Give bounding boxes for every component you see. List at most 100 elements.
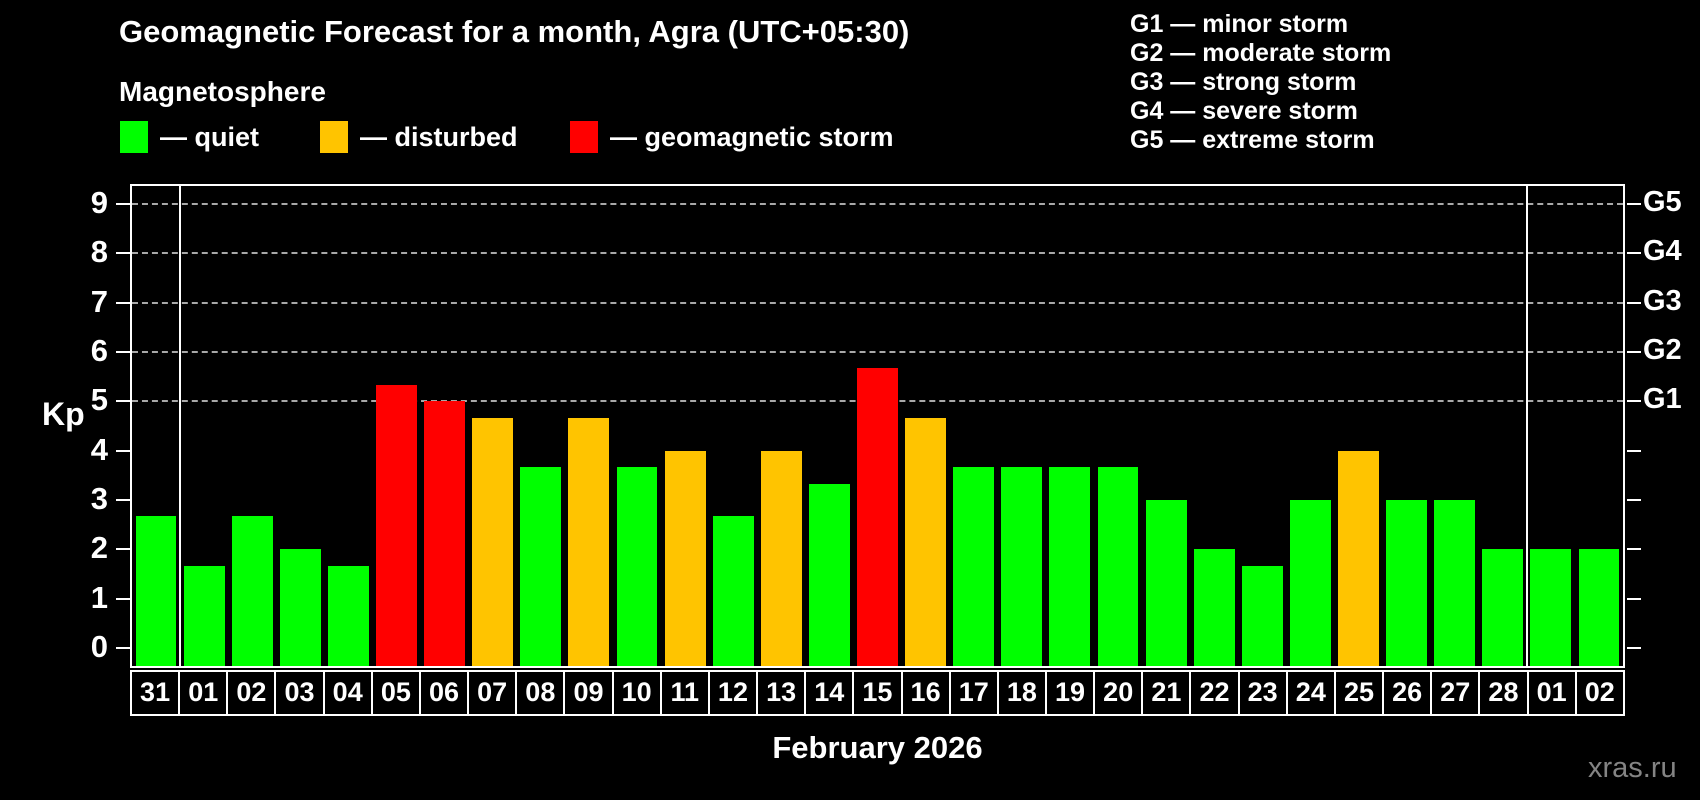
- kp-bar-day-04: [327, 565, 369, 666]
- chart-title: Geomagnetic Forecast for a month, Agra (…: [119, 14, 910, 49]
- date-cell-14: 14: [806, 672, 855, 714]
- kp-bar-day-16: [905, 417, 947, 666]
- left-tick-kp9: [116, 202, 130, 205]
- right-tick-kp6: [1627, 350, 1641, 353]
- date-cell-09: 09: [565, 672, 614, 714]
- disturbed-color-swatch: [320, 121, 348, 153]
- right-axis-label-g4: G4: [1643, 235, 1682, 268]
- right-tick-kp7: [1627, 301, 1641, 304]
- left-tick-kp4: [116, 449, 130, 452]
- right-tick-kp9: [1627, 202, 1641, 205]
- date-cell-08: 08: [517, 672, 566, 714]
- left-tick-kp6: [116, 350, 130, 353]
- kp-bar-day-20: [1097, 467, 1139, 666]
- storm-color-swatch: [570, 121, 598, 153]
- date-cell-22: 22: [1191, 672, 1240, 714]
- y-tick-label-1: 1: [90, 579, 108, 615]
- date-cell-24: 24: [1288, 672, 1336, 714]
- kp-bar-day-26: [1386, 500, 1427, 666]
- kp-bar-day-17: [953, 467, 995, 666]
- date-cell-13: 13: [758, 672, 807, 714]
- kp-bar-day-28: [1482, 549, 1524, 666]
- date-cell-02: 02: [1584, 677, 1615, 707]
- date-cell-05: 05: [373, 672, 421, 714]
- right-tick-kp3: [1627, 499, 1641, 502]
- left-tick-kp1: [116, 597, 130, 600]
- date-axis-row: 31 01 02 03 04 05 06 07 08 09 10 11 12 13 14 15 16 17 18 19…: [130, 670, 1625, 716]
- g-scale-legend-line-g4: G4 — severe storm: [1130, 97, 1358, 125]
- right-tick-kp4: [1627, 449, 1641, 452]
- g-scale-legend-line-g3: G3 — strong storm: [1130, 68, 1357, 96]
- left-tick-kp3: [116, 499, 130, 502]
- legend-label-storm: — geomagnetic storm: [610, 121, 894, 152]
- y-tick-label-5: 5: [90, 382, 108, 418]
- date-cell-06: 06: [421, 672, 470, 714]
- date-cell-18: 18: [999, 672, 1047, 714]
- g-scale-legend: G1 — minor storm G2 — moderate storm G3 …: [1130, 10, 1391, 155]
- kp-bar-day-18: [1001, 467, 1043, 666]
- date-cell-01: 01: [1529, 672, 1577, 714]
- left-tick-kp7: [116, 301, 130, 304]
- kp-bar-day-05: [376, 385, 417, 666]
- g-scale-legend-line-g5: G5 — extreme storm: [1130, 126, 1375, 154]
- legend-item-storm: — geomagnetic storm: [570, 120, 894, 154]
- plot-area: 0 1 2 3 4 5 6 7 8 9 G5 G4 G3 G2 G1: [91, 184, 1682, 668]
- kp-bar-day-31: [135, 516, 177, 666]
- kp-bar-day-08: [520, 467, 562, 666]
- left-tick-kp2: [116, 548, 130, 551]
- kp-bar-day-13: [760, 450, 802, 666]
- kp-bar-day-01: [1530, 549, 1572, 666]
- date-cell-19: 19: [1047, 672, 1096, 714]
- y-axis-title-kp: Kp: [42, 396, 85, 432]
- right-axis-label-g3: G3: [1643, 284, 1682, 317]
- date-cell-10: 10: [614, 672, 662, 714]
- kp-bar-day-01: [183, 565, 225, 666]
- g-scale-legend-line-g1: G1 — minor storm: [1130, 10, 1349, 38]
- right-tick-kp1: [1627, 597, 1641, 600]
- kp-bar-day-11: [664, 450, 706, 666]
- watermark-xras: xras.ru: [1588, 752, 1677, 784]
- date-cell-03: 03: [276, 672, 325, 714]
- y-tick-label-7: 7: [90, 283, 108, 319]
- y-tick-label-2: 2: [90, 530, 108, 566]
- y-tick-label-3: 3: [90, 481, 108, 517]
- right-axis-label-g1: G1: [1643, 383, 1682, 416]
- date-cell-23: 23: [1240, 672, 1288, 714]
- month-separator: [1525, 186, 1528, 666]
- kp-bar-day-27: [1434, 500, 1476, 666]
- y-tick-label-4: 4: [90, 431, 108, 467]
- y-tick-label-6: 6: [90, 332, 108, 368]
- right-tick-kp0: [1627, 647, 1641, 650]
- kp-bar-day-12: [712, 516, 754, 666]
- right-tick-kp8: [1627, 252, 1641, 255]
- date-cell-12: 12: [710, 672, 759, 714]
- kp-bar-day-19: [1049, 467, 1091, 666]
- date-cell-25: 25: [1336, 672, 1385, 714]
- legend-item-quiet: — quiet: [120, 120, 259, 154]
- date-cell-21: 21: [1143, 672, 1192, 714]
- kp-bar-day-15: [857, 368, 898, 666]
- right-tick-kp2: [1627, 548, 1641, 551]
- date-cell-20: 20: [1095, 672, 1144, 714]
- kp-bar-day-07: [472, 417, 514, 666]
- left-tick-kp5: [116, 400, 130, 403]
- gridline-kp6: [132, 350, 1623, 353]
- legend-label-disturbed: — disturbed: [360, 121, 518, 152]
- kp-bar-day-21: [1145, 500, 1187, 666]
- left-tick-kp0: [116, 647, 130, 650]
- quiet-color-swatch: [120, 121, 148, 153]
- right-tick-kp5: [1627, 400, 1641, 403]
- kp-bar-day-09: [568, 417, 610, 666]
- right-axis-label-g2: G2: [1643, 333, 1682, 366]
- kp-bar-day-14: [808, 483, 850, 666]
- g-scale-legend-line-g2: G2 — moderate storm: [1130, 39, 1392, 67]
- legend-item-disturbed: — disturbed: [320, 120, 518, 154]
- date-cell-27: 27: [1432, 672, 1481, 714]
- date-cell-16: 16: [903, 672, 951, 714]
- kp-bar-day-02: [231, 516, 273, 666]
- kp-bar-day-25: [1338, 450, 1379, 666]
- kp-bar-day-06: [424, 401, 466, 666]
- date-cell-07: 07: [469, 672, 518, 714]
- month-separator: [179, 186, 182, 666]
